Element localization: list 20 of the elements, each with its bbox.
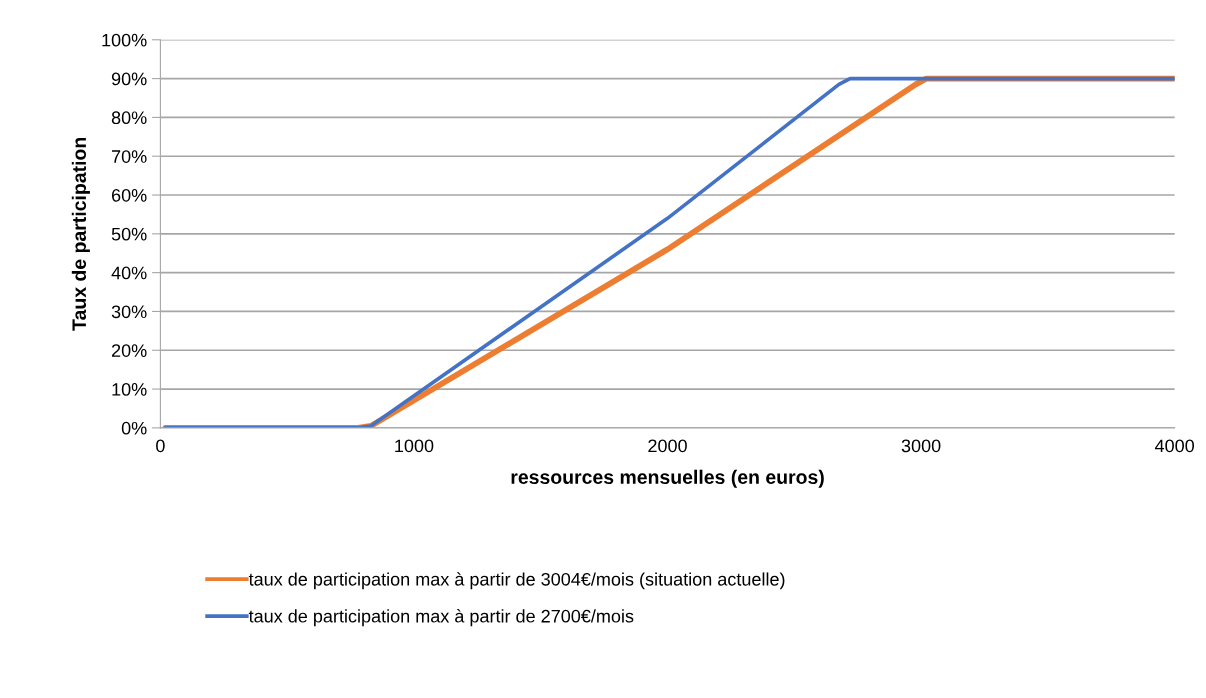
y-tick-label: 90%	[111, 72, 147, 86]
y-tick-label: 30%	[111, 305, 147, 319]
y-axis-title: Taux de participation	[71, 137, 90, 331]
x-tick-label: 1000	[395, 439, 434, 453]
y-tick-label: 20%	[111, 344, 147, 357]
legend-label: taux de participation max à partir de 2700€/mois	[248, 609, 634, 627]
x-tick-label: 3000	[901, 439, 941, 453]
y-tick-label: 100%	[102, 33, 147, 47]
y-tick-label: 50%	[111, 227, 147, 241]
y-tick-label: 60%	[111, 188, 147, 202]
y-tick-label: 80%	[111, 111, 147, 125]
y-tick-label: 0%	[121, 421, 147, 435]
x-axis-title: ressources mensuelles (en euros)	[511, 469, 824, 488]
y-tick-label: 40%	[111, 266, 147, 280]
x-tick-label: 4000	[1154, 439, 1195, 453]
x-tick-label: 2000	[648, 439, 687, 453]
y-tick-label: 70%	[111, 150, 147, 163]
y-tick-label: 10%	[112, 383, 147, 396]
legend-label: taux de participation max à partir de 3004€/mois (situation actuelle)	[248, 572, 785, 590]
x-tick-label: 0	[156, 439, 165, 453]
